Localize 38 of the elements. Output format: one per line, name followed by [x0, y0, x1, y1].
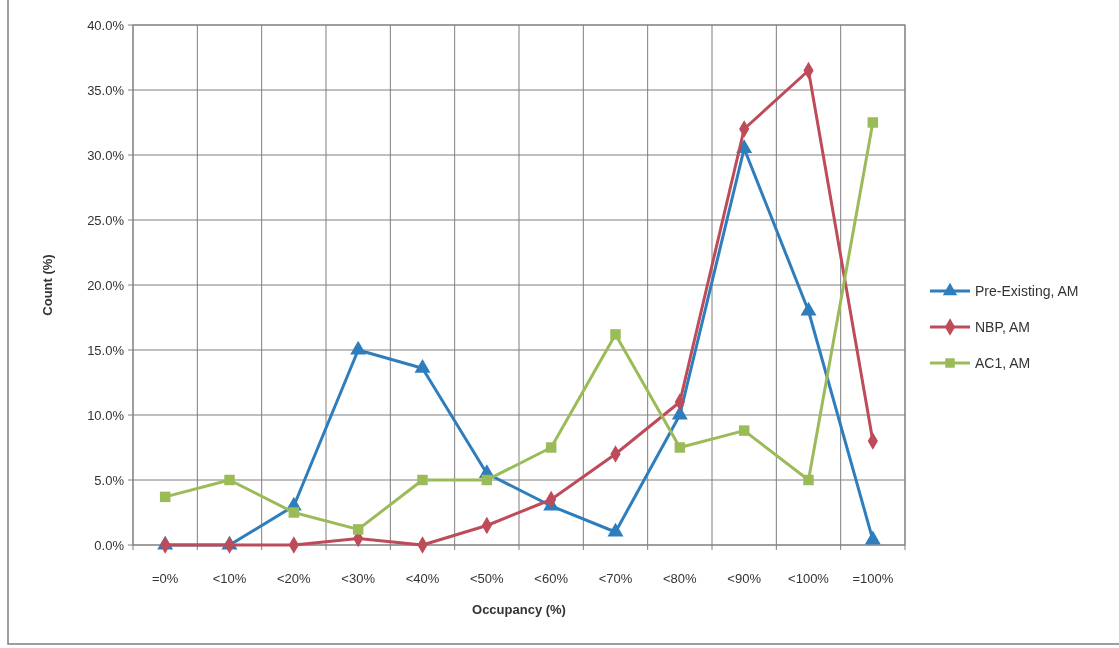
x-tick-label: <50%	[470, 570, 505, 586]
point	[803, 474, 814, 486]
y-axis-title: Count (%)	[40, 254, 55, 316]
x-tick-label: <80%	[663, 570, 698, 586]
y-tick-label: 0.0%	[94, 537, 125, 553]
y-tick-label: 25.0%	[87, 212, 125, 228]
legend-label: NBP, AM	[975, 318, 1030, 335]
y-tick-label: 10.0%	[87, 407, 125, 423]
y-tick-label: 30.0%	[87, 147, 125, 163]
point	[610, 329, 621, 340]
point	[224, 474, 235, 486]
point	[674, 442, 686, 453]
point	[288, 507, 300, 518]
y-tick-label: 35.0%	[87, 82, 125, 98]
point	[159, 491, 171, 503]
point	[545, 442, 557, 453]
x-tick-label: <10%	[212, 570, 247, 586]
point	[738, 425, 750, 436]
y-tick-label: 5.0%	[94, 472, 125, 488]
x-tick-label: <20%	[277, 570, 312, 586]
x-tick-label: <60%	[534, 570, 569, 586]
point	[417, 474, 428, 486]
x-tick-label: =100%	[852, 570, 894, 586]
legend-label: Pre-Existing, AM	[975, 282, 1079, 299]
x-tick-label: =0%	[151, 570, 179, 586]
point	[352, 524, 364, 535]
y-tick-label: 20.0%	[87, 277, 125, 293]
point	[867, 117, 879, 128]
y-tick-label: 15.0%	[87, 342, 125, 358]
x-tick-label: <90%	[727, 570, 762, 586]
x-tick-label: <30%	[341, 570, 376, 586]
x-axis-title: Occupancy (%)	[472, 602, 566, 617]
y-tick-label: 40.0%	[87, 17, 125, 33]
x-tick-label: <70%	[598, 570, 633, 586]
legend-label: AC1, AM	[975, 354, 1031, 371]
x-tick-label: <100%	[788, 570, 830, 586]
x-tick-label: <40%	[405, 570, 440, 586]
point	[481, 474, 493, 486]
